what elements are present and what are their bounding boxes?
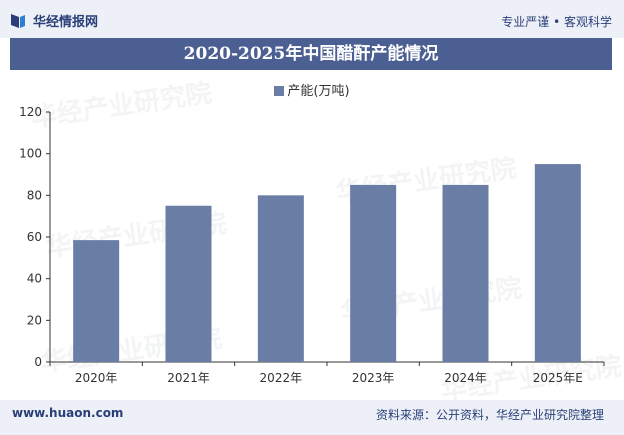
y-tick-label: 20 [27, 313, 42, 327]
legend[interactable]: 产能(万吨) [0, 80, 624, 99]
legend-label: 产能(万吨) [287, 84, 350, 99]
legend-swatch [274, 86, 285, 96]
y-tick-label: 0 [34, 355, 42, 369]
footer: www.huaon.com 资料来源：公开资料，华经产业研究院整理 [0, 400, 624, 435]
x-tick-label: 2022年 [260, 371, 303, 385]
bar [257, 195, 304, 362]
tagline: 专业严谨 • 客观科学 [501, 15, 612, 29]
brand-name: 华经情报网 [33, 15, 99, 30]
bar [442, 184, 489, 362]
x-tick-label: 2020年 [75, 371, 118, 385]
bar [350, 184, 397, 362]
brand[interactable]: 华经情报网 [10, 11, 98, 30]
x-tick-label: 2023年 [352, 371, 395, 385]
y-tick-label: 100 [19, 147, 42, 161]
footer-url[interactable]: www.huaon.com [12, 406, 124, 420]
brand-logo-icon [11, 13, 25, 28]
y-tick-label: 40 [27, 272, 42, 286]
y-tick-label: 60 [27, 230, 42, 244]
x-tick-label: 2025年E [533, 371, 583, 385]
bar [165, 205, 212, 362]
y-tick-label: 120 [19, 105, 42, 119]
footer-source: 资料来源：公开资料，华经产业研究院整理 [375, 408, 604, 422]
bar-chart: 0 20 40 60 80 100 120 2020年 2021年 2022年 2023年 2024年… [19, 105, 605, 385]
chart-title: 2020-2025年中国醋酐产能情况 [10, 38, 612, 70]
bar [534, 164, 581, 362]
y-tick-label: 80 [27, 188, 42, 202]
top-bar: 华经情报网 专业严谨 • 客观科学 [0, 0, 624, 38]
x-tick-label: 2024年 [444, 371, 487, 385]
x-tick-label: 2021年 [167, 371, 210, 385]
bar [73, 240, 120, 362]
